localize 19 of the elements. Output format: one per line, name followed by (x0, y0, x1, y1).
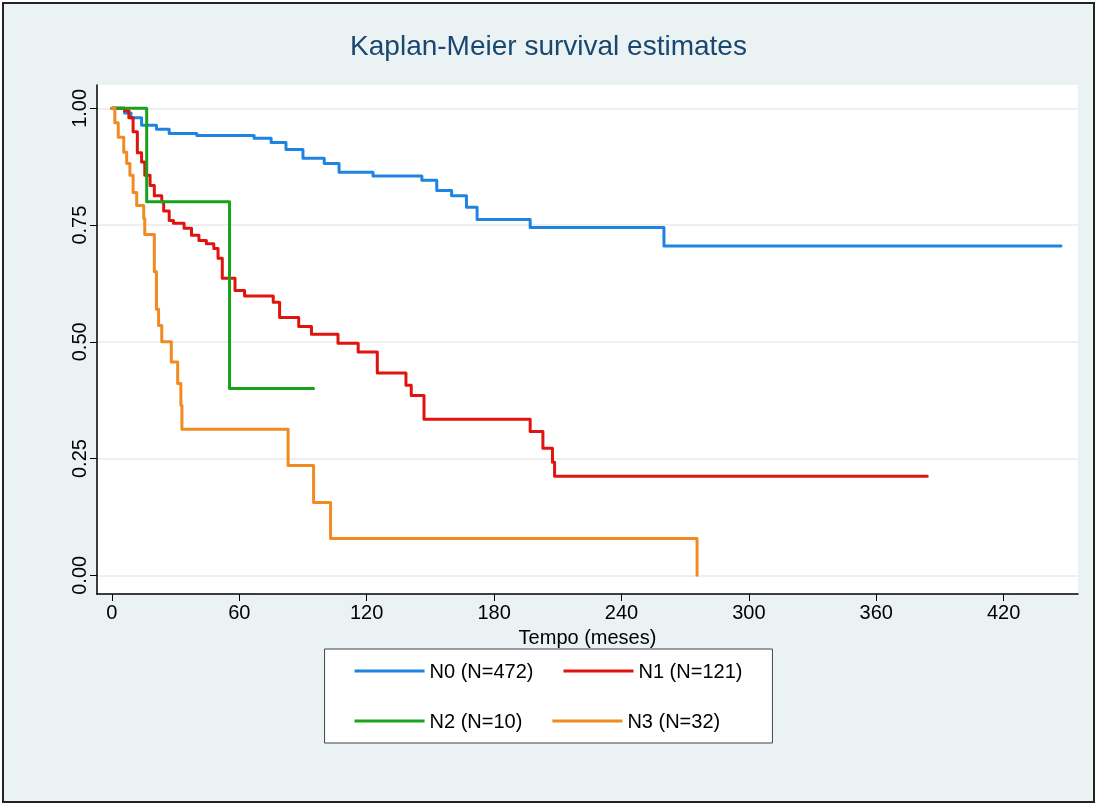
y-tick-label: 1.00 (68, 88, 90, 128)
legend-label: N0 (N=472) (429, 660, 534, 682)
x-tick-label: 240 (604, 601, 639, 623)
x-tick-label: 180 (477, 601, 511, 623)
x-tick-label: 120 (349, 601, 384, 623)
legend-label: N3 (N=32) (627, 710, 721, 732)
x-tick-label: 420 (986, 601, 1021, 623)
x-tick-label: 300 (732, 601, 766, 623)
y-tick-label: 0.75 (68, 205, 90, 245)
x-tick-label: 360 (859, 601, 893, 623)
legend-label: N1 (N=121) (638, 660, 743, 682)
x-tick-label: 0 (106, 601, 118, 623)
legend-label: N2 (N=10) (429, 710, 523, 732)
x-axis-title: Tempo (meses) (518, 625, 657, 648)
chart-title: Kaplan-Meier survival estimates (350, 29, 747, 61)
x-tick-label: 60 (228, 601, 251, 623)
y-tick-label: 0.00 (68, 555, 90, 595)
y-tick-label: 0.50 (68, 322, 90, 362)
y-tick-label: 0.25 (68, 439, 90, 479)
